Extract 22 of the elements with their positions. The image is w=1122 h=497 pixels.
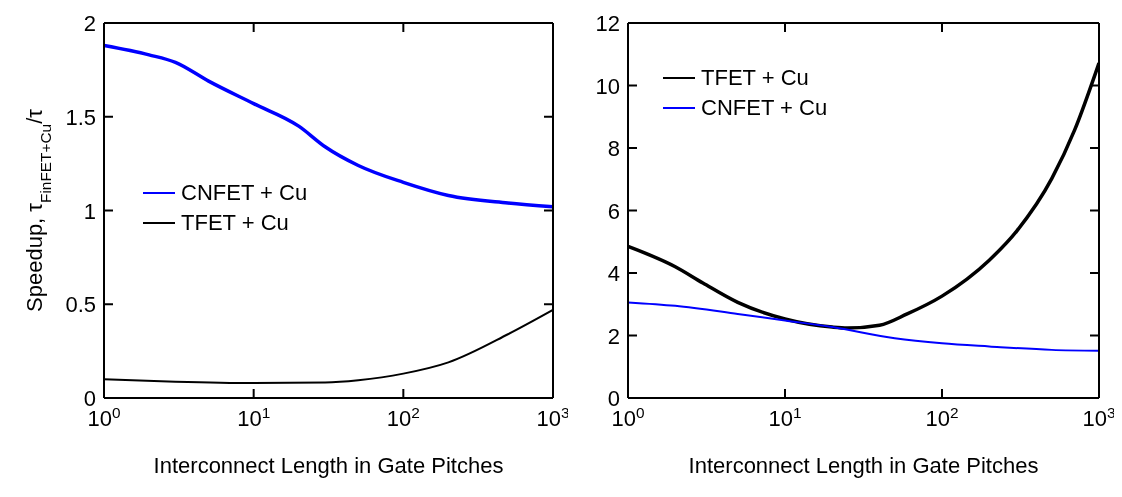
y-tick-label: 12 — [595, 11, 620, 36]
y-tick-label: 6 — [607, 198, 620, 224]
y-tick-label: 1 — [83, 198, 96, 224]
y-tick-label: 0.5 — [65, 292, 96, 318]
legend-label: TFET + Cu — [701, 64, 809, 92]
legend-label: TFET + Cu — [181, 209, 289, 237]
x-tick-label: 10$^{3}$ — [536, 403, 570, 431]
y-tick-label: 2 — [607, 323, 620, 349]
x-axis-title: Interconnect Length in Gate Pitches — [688, 453, 1039, 478]
y-tick-label: 10 — [595, 73, 620, 99]
legend-label: CNFET + Cu — [181, 179, 308, 207]
y-tick-label: 4 — [607, 261, 620, 286]
x-tick-label: 10$^{1}$ — [768, 403, 802, 431]
legend-label: CNFET + Cu — [701, 94, 828, 122]
y-tick-label: 2 — [83, 11, 96, 36]
x-tick-label: 10$^{3}$ — [1082, 403, 1116, 431]
x-axis-title: Interconnect Length in Gate Pitches — [153, 453, 504, 478]
x-tick-label: 10$^{2}$ — [925, 403, 959, 431]
y-tick-label: 8 — [607, 136, 620, 161]
x-tick-label: 10$^{2}$ — [386, 403, 420, 431]
x-tick-label: 10$^{1}$ — [237, 403, 271, 431]
y-tick-label: 1.5 — [65, 104, 96, 130]
